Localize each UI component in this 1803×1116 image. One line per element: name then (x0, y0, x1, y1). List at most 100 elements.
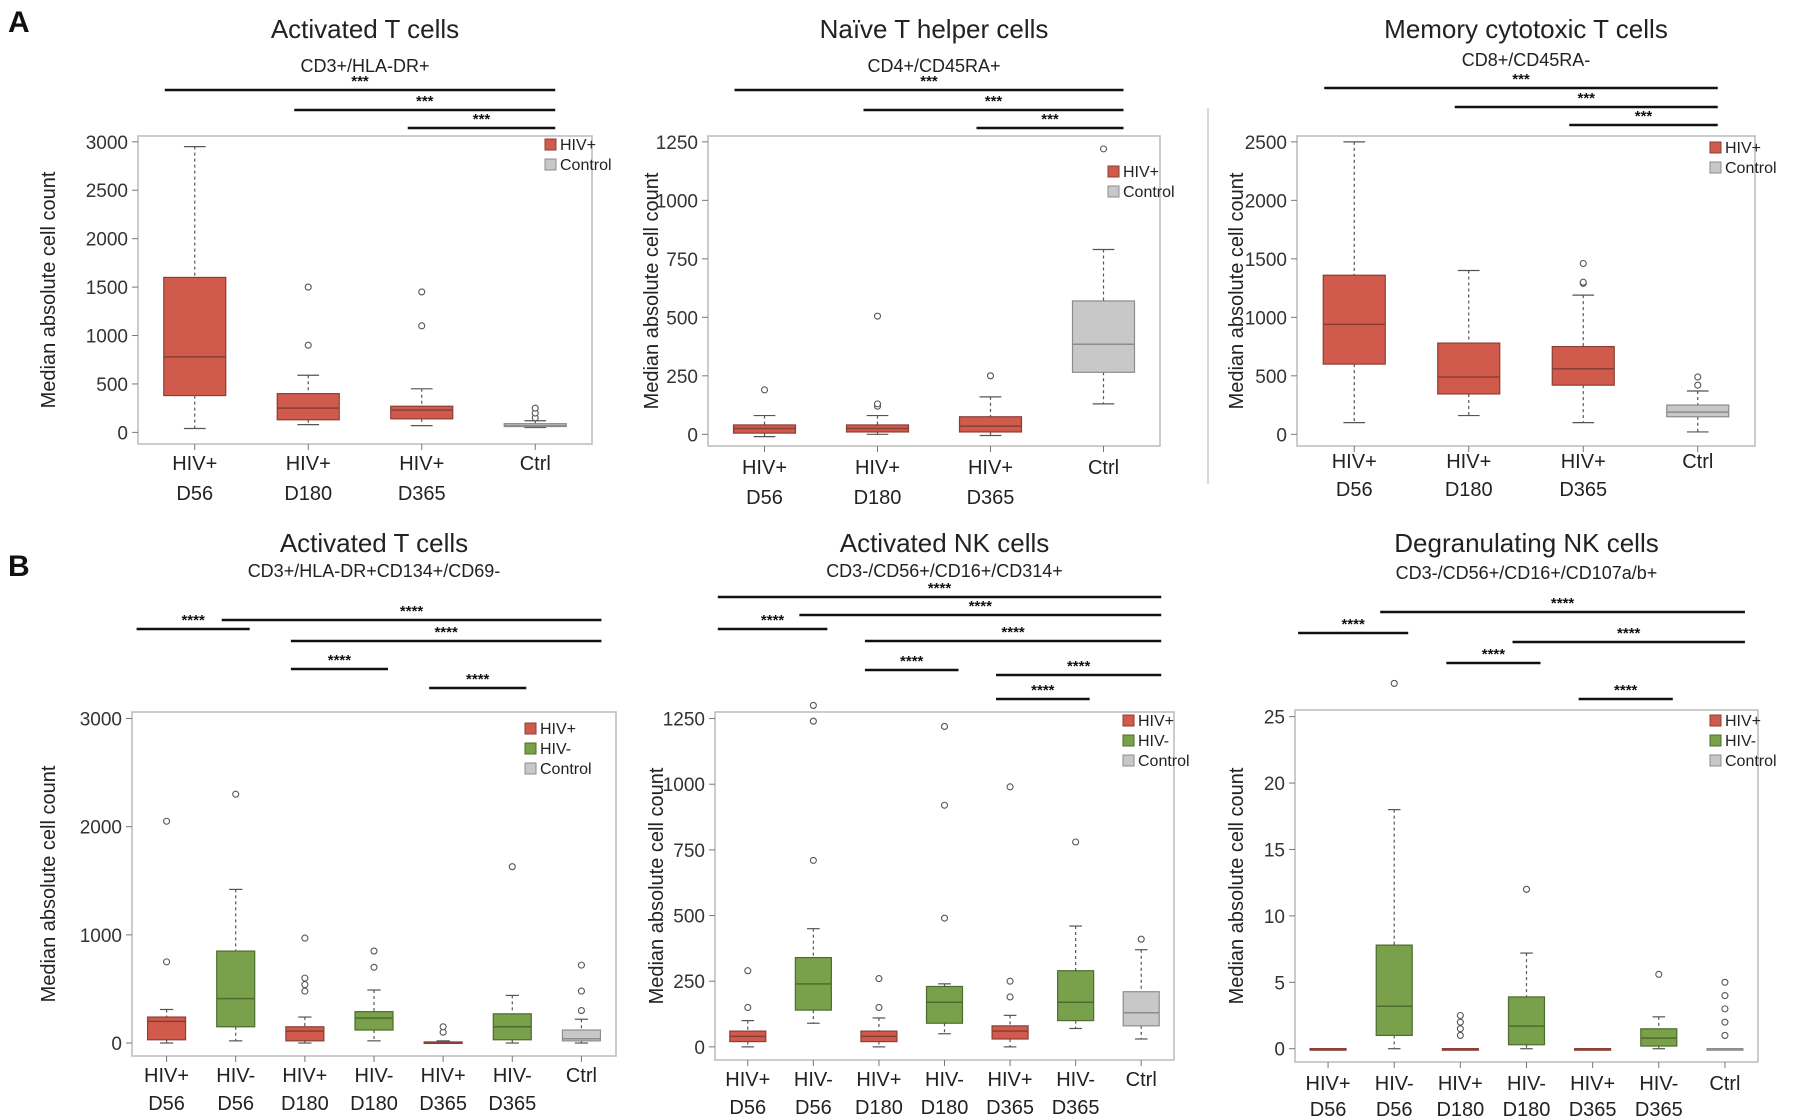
plot-frame (1296, 135, 1756, 447)
x-tick-label: D365 (1635, 1099, 1683, 1116)
significance-label: **** (466, 671, 490, 688)
legend-swatch-control (544, 158, 557, 171)
legend-swatch-hiv_pos (1709, 141, 1722, 154)
y-tick-label: 1500 (86, 278, 128, 299)
x-tick-label: Ctrl (1126, 1069, 1157, 1091)
outlier-point (1655, 970, 1663, 978)
significance-bracket: **** (136, 612, 250, 631)
outlier-point (873, 312, 882, 320)
outlier-point (1456, 1031, 1464, 1039)
y-axis-label: Median absolute cell count (641, 172, 663, 409)
x-tick-label: D56 (148, 1093, 185, 1115)
y-tick-label: 0 (687, 425, 698, 446)
legend: HIV+ HIV- Control (1709, 713, 1777, 770)
box-iqr (561, 1029, 602, 1042)
box-iqr (390, 405, 454, 420)
significance-label: *** (1635, 108, 1653, 125)
box-iqr (276, 393, 340, 421)
y-tick-label: 500 (96, 375, 128, 396)
chart-subtitle: CD4+/CD45RA+ (867, 56, 1000, 76)
legend-label: Control (540, 761, 592, 778)
legend-label: HIV- (540, 741, 571, 758)
y-tick-label: 1250 (656, 133, 698, 154)
legend-label: HIV+ (1725, 713, 1761, 730)
x-tick-label: Ctrl (1682, 451, 1713, 473)
significance-label: *** (351, 73, 369, 90)
significance-label: **** (1614, 682, 1638, 699)
y-tick-label: 15 (1264, 840, 1285, 861)
outlier-point (744, 1003, 752, 1012)
y-tick-label: 1000 (86, 327, 128, 348)
chart-title: Activated T cells (271, 14, 459, 44)
x-tick-label: D180 (350, 1093, 398, 1115)
x-tick-label: HIV+ (1561, 451, 1606, 473)
chart-1: A Activated T cells CD3+/HLA-DR+ 0 500 1000 15… (8, 6, 612, 505)
x-tick-label: HIV+ (988, 1069, 1033, 1091)
significance-bracket: **** (221, 603, 602, 622)
x-tick-label: HIV- (1056, 1069, 1095, 1091)
box-control: Ctrl (503, 404, 567, 475)
box-hiv_pos: HIV+ D180 (855, 975, 903, 1116)
legend: HIV+ Control (1107, 164, 1175, 201)
outlier-point (1456, 1011, 1464, 1020)
x-tick-label: HIV+ (421, 1065, 466, 1087)
significance-bracket: *** (1569, 108, 1718, 127)
outlier-point (232, 790, 240, 798)
y-tick-label: 1000 (663, 775, 705, 796)
box-hiv_pos: HIV+ D56 (732, 386, 797, 509)
legend: HIV+ HIV- Control (524, 721, 592, 778)
outlier-point (1456, 1018, 1464, 1026)
y-tick-label: 0 (1274, 1040, 1285, 1061)
outlier-point (809, 717, 817, 725)
x-tick-label: HIV+ (725, 1069, 770, 1091)
x-tick-label: D56 (1336, 479, 1373, 501)
legend: HIV+ Control (1709, 140, 1777, 177)
x-tick-label: D365 (1569, 1099, 1617, 1116)
legend-swatch-control (1122, 754, 1135, 767)
box-hiv_pos: HIV+ D180 (1436, 1011, 1484, 1116)
significance-label: **** (1341, 616, 1365, 633)
significance-bracket: *** (863, 93, 1124, 112)
legend-label: HIV- (1138, 733, 1169, 750)
legend-swatch-hiv_pos (544, 138, 557, 151)
x-tick-label: D365 (967, 487, 1015, 509)
y-tick-label: 2500 (1245, 133, 1287, 154)
x-tick-label: Ctrl (520, 453, 551, 475)
x-tick-label: D365 (1559, 479, 1607, 501)
x-tick-label: D56 (729, 1097, 766, 1116)
box-hiv_pos: HIV+ D365 (958, 372, 1023, 509)
legend-label: Control (560, 157, 612, 174)
legend-swatch-control (1709, 754, 1722, 767)
x-tick-label: HIV- (794, 1069, 833, 1091)
box-control: Ctrl (1122, 935, 1160, 1091)
outlier-point (577, 1007, 585, 1015)
x-tick-label: HIV+ (742, 457, 787, 479)
outlier-point (370, 963, 378, 971)
outlier-point (1694, 373, 1702, 381)
x-tick-label: Ctrl (566, 1065, 597, 1087)
box-iqr (163, 276, 227, 397)
box-iqr (146, 1016, 187, 1041)
box-hiv_neg: HIV- D56 (1375, 679, 1414, 1116)
outlier-point (301, 981, 309, 989)
chart-subtitle: CD3+/HLA-DR+ (300, 56, 429, 76)
box-hiv_pos: HIV+ D180 (281, 934, 329, 1115)
significance-bracket: **** (290, 652, 388, 671)
box-control: Ctrl (561, 961, 602, 1087)
y-tick-label: 1000 (656, 191, 698, 212)
x-tick-label: D180 (284, 483, 332, 505)
chart-title: Activated T cells (280, 528, 468, 558)
outlier-point (1456, 1025, 1464, 1033)
significance-bracket: **** (290, 624, 602, 643)
chart-subtitle: CD3+/HLA-DR+CD134+/CD69- (248, 561, 501, 581)
y-tick-label: 1000 (1245, 308, 1287, 329)
plot-frame (137, 135, 593, 445)
y-tick-label: 0 (117, 423, 128, 444)
x-tick-label: HIV+ (1570, 1073, 1615, 1095)
outlier-point (873, 400, 882, 408)
outlier-point (744, 967, 752, 975)
y-tick-label: 0 (1276, 425, 1287, 446)
y-tick-label: 25 (1264, 708, 1285, 729)
significance-label: **** (181, 612, 205, 629)
